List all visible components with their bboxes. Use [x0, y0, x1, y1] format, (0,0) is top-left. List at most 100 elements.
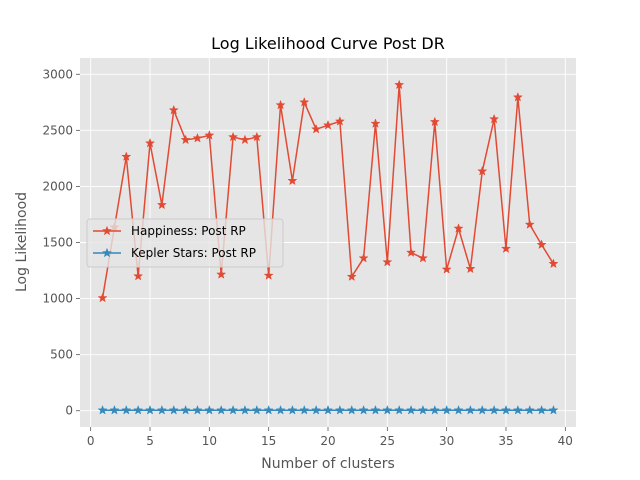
legend-marker-happiness	[101, 225, 113, 236]
data-point	[228, 404, 239, 415]
data-point	[263, 404, 274, 415]
data-point	[429, 404, 440, 415]
legend-label-happiness: Happiness: Post RP	[131, 224, 246, 238]
data-point	[524, 219, 535, 229]
data-point	[144, 137, 156, 148]
x-tick-label: 35	[498, 434, 513, 448]
data-point	[512, 91, 523, 102]
data-point	[441, 404, 452, 415]
data-point	[299, 96, 310, 107]
data-point	[311, 123, 322, 134]
y-axis-label: Log Likelihood	[14, 192, 30, 292]
data-point	[477, 165, 488, 176]
data-point	[334, 404, 345, 415]
data-point	[192, 404, 203, 415]
y-tick-label: 2000	[42, 179, 73, 193]
x-tick-label: 0	[87, 434, 95, 448]
data-point	[358, 404, 369, 415]
data-point	[156, 199, 167, 210]
data-point	[239, 404, 251, 415]
data-point	[287, 175, 298, 186]
data-point	[204, 404, 215, 415]
data-point	[133, 404, 144, 415]
series-layer	[97, 79, 559, 415]
data-point	[536, 239, 547, 250]
data-point	[263, 270, 274, 280]
data-point	[275, 99, 286, 110]
x-tick-label: 30	[439, 434, 454, 448]
x-tick-label: 20	[320, 434, 335, 448]
data-point	[299, 404, 310, 415]
x-tick-label: 15	[261, 434, 276, 448]
legend-marker-kepler	[101, 247, 113, 258]
x-tick-label: 40	[558, 434, 573, 448]
data-point	[382, 256, 393, 267]
data-point	[536, 404, 547, 415]
data-point	[109, 404, 120, 415]
data-point	[548, 404, 559, 415]
data-point	[453, 404, 464, 415]
data-point	[204, 130, 215, 140]
y-tick-label: 1500	[42, 236, 73, 250]
data-point	[97, 292, 108, 303]
data-point	[429, 116, 440, 127]
y-tick-label: 500	[50, 348, 73, 362]
data-point	[287, 404, 298, 415]
data-point	[465, 404, 476, 415]
y-tick-label: 3000	[42, 67, 73, 81]
data-point	[97, 404, 108, 415]
data-point	[228, 131, 239, 142]
data-point	[334, 116, 345, 126]
data-point	[382, 404, 393, 415]
data-point	[489, 404, 500, 415]
data-point	[251, 131, 262, 142]
data-point	[180, 134, 191, 145]
data-point	[168, 104, 179, 115]
data-point	[156, 404, 167, 415]
data-point	[405, 404, 417, 415]
legend-star	[101, 225, 113, 236]
legend-label-kepler: Kepler Stars: Post RP	[131, 246, 256, 260]
y-tick-label: 2500	[42, 123, 73, 137]
legend-box	[86, 218, 284, 268]
y-tick-label: 0	[65, 404, 73, 418]
data-point	[239, 134, 251, 145]
x-tick-label: 10	[202, 434, 217, 448]
data-point	[524, 404, 535, 415]
data-point	[370, 118, 381, 128]
data-point	[489, 113, 500, 124]
chart-title: Log Likelihood Curve Post DR	[211, 34, 445, 53]
ticks: 0 5 10 15 20 25 30 35 40 0 500 1000 1500 2000 2500 3000	[42, 67, 573, 448]
series-0	[97, 79, 559, 303]
data-point	[144, 404, 156, 415]
data-point	[477, 404, 488, 415]
data-point	[453, 223, 464, 233]
data-point	[358, 252, 369, 263]
data-point	[548, 258, 559, 269]
data-point	[168, 404, 179, 415]
data-point	[322, 119, 334, 130]
data-point	[465, 263, 476, 274]
data-point	[500, 243, 512, 253]
data-point	[417, 404, 428, 415]
data-point	[311, 404, 322, 415]
data-point	[346, 404, 357, 415]
data-point	[121, 151, 132, 162]
data-point	[251, 404, 262, 415]
data-point	[394, 404, 405, 415]
data-point	[405, 247, 417, 257]
data-point	[441, 264, 452, 274]
data-point	[500, 404, 512, 415]
x-tick-label: 5	[146, 434, 154, 448]
legend-star	[101, 247, 113, 258]
data-point	[322, 404, 334, 415]
data-point	[216, 269, 227, 279]
x-tick-label: 25	[380, 434, 395, 448]
data-point	[512, 404, 523, 415]
data-point	[133, 270, 144, 281]
y-tick-label: 1000	[42, 292, 73, 306]
data-point	[394, 79, 405, 90]
data-point	[216, 404, 227, 415]
